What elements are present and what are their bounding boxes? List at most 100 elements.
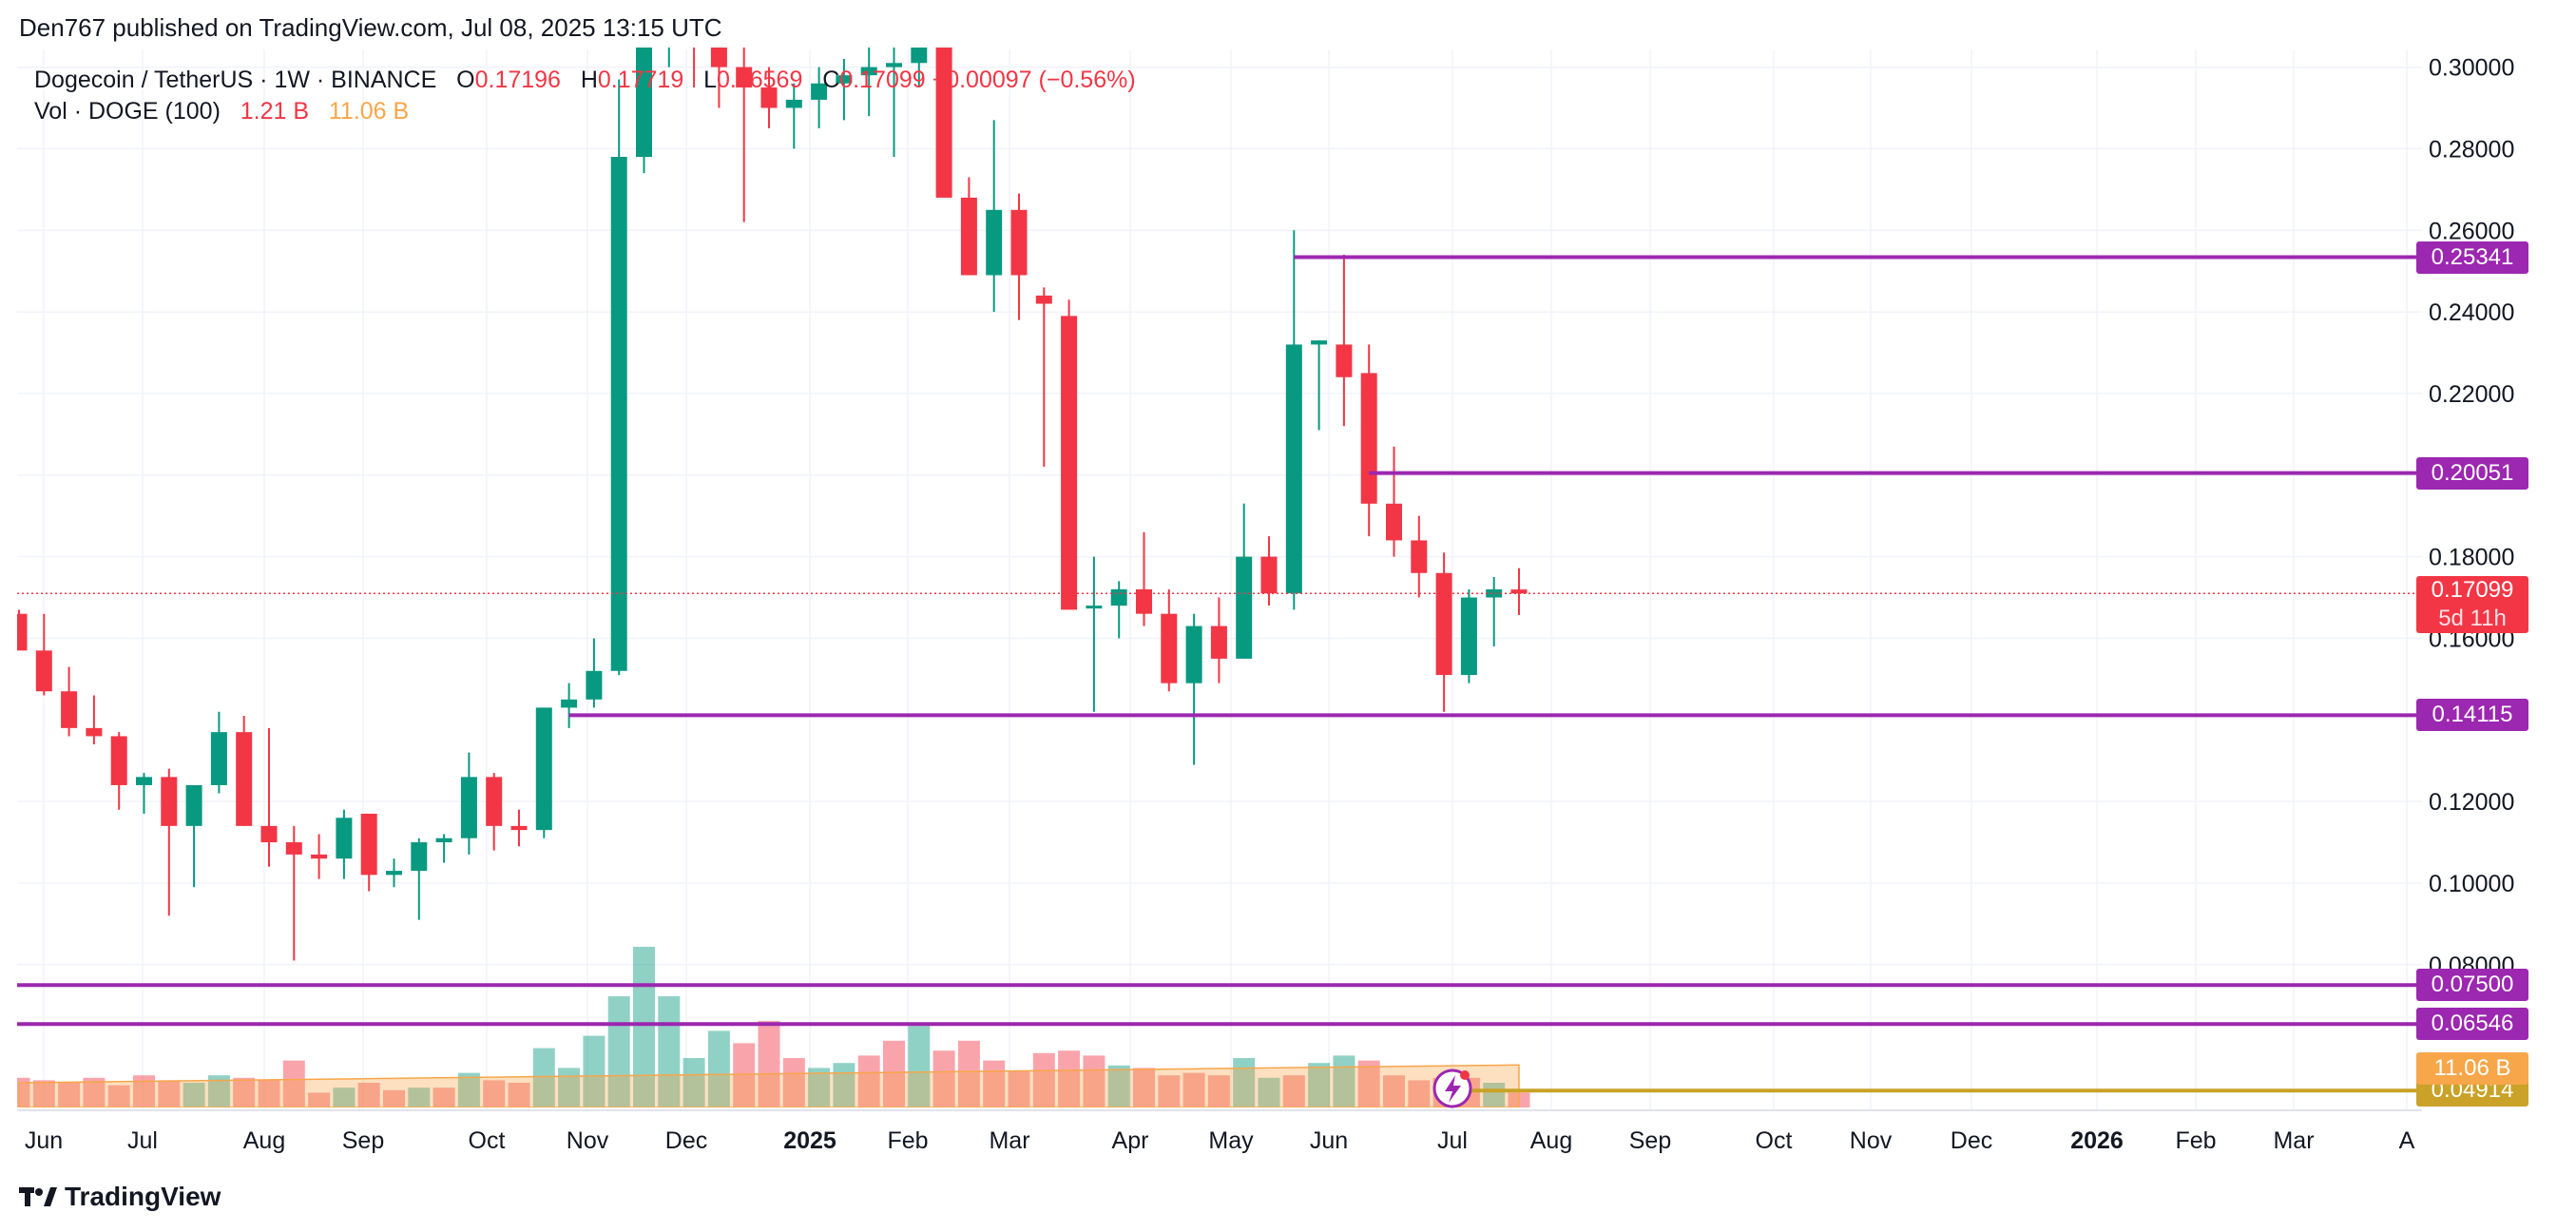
candle-body bbox=[210, 732, 227, 785]
candle-body bbox=[1411, 540, 1428, 573]
level-price-tag[interactable]: 0.20051 bbox=[2416, 456, 2528, 490]
volume-bar bbox=[583, 1035, 606, 1107]
volume-bar bbox=[308, 1092, 331, 1107]
volume-bar bbox=[1032, 1052, 1055, 1107]
volume-bar bbox=[957, 1040, 980, 1107]
time-tick-label: Sep bbox=[342, 1127, 384, 1154]
volume-bar bbox=[1282, 1075, 1305, 1107]
candle-body bbox=[636, 48, 652, 158]
time-tick-label: Dec bbox=[1951, 1127, 1992, 1154]
time-tick-label: Mar bbox=[2273, 1127, 2314, 1154]
volume-bar bbox=[1058, 1050, 1081, 1107]
volume-bar bbox=[32, 1080, 55, 1107]
price-axis[interactable]: 0.300000.280000.260000.240000.220000.200… bbox=[2429, 55, 2514, 979]
time-tick-label: May bbox=[1208, 1127, 1254, 1154]
time-tick-label: Dec bbox=[665, 1127, 707, 1154]
brand-name: TradingView bbox=[65, 1182, 221, 1211]
candle-body bbox=[510, 825, 528, 831]
volume-bar bbox=[83, 1077, 106, 1107]
time-axis[interactable]: Jun Jul Aug Sep Oct Nov Dec 2025 Feb Mar Apr May Jun… bbox=[25, 1127, 2415, 1154]
candlesticks bbox=[17, 48, 1528, 961]
time-tick-label: 2025 bbox=[783, 1127, 836, 1154]
volume-bar bbox=[1107, 1065, 1130, 1107]
level-price-tag[interactable]: 0.14115 bbox=[2416, 699, 2528, 732]
volume-bar bbox=[1158, 1075, 1181, 1107]
volume-bar bbox=[1133, 1068, 1155, 1107]
candle-body bbox=[1336, 344, 1353, 377]
volume-bar bbox=[107, 1085, 130, 1107]
candle-body bbox=[785, 99, 802, 108]
time-tick-label: Aug bbox=[243, 1127, 285, 1154]
price-tick-label: 0.22000 bbox=[2429, 381, 2514, 408]
tradingview-logo-icon bbox=[19, 1187, 57, 1206]
tradingview-brand[interactable]: TradingView bbox=[19, 1182, 221, 1212]
time-tick-label: Oct bbox=[469, 1127, 506, 1154]
volume-ma-area bbox=[18, 1064, 1520, 1107]
candle-body bbox=[935, 48, 952, 198]
volume-bars bbox=[17, 947, 1530, 1107]
volume-ma-tag[interactable]: 11.06 B bbox=[2416, 1052, 2528, 1085]
volume-label[interactable]: Vol · DOGE (100) bbox=[34, 98, 221, 125]
candle-body bbox=[1435, 572, 1452, 676]
volume-bar bbox=[333, 1088, 356, 1107]
candle-body bbox=[836, 75, 853, 84]
level-price-tag[interactable]: 0.07500 bbox=[2416, 969, 2528, 1002]
close-label: C bbox=[822, 67, 840, 93]
volume-bar bbox=[808, 1068, 831, 1107]
time-tick-label: Mar bbox=[989, 1127, 1029, 1154]
open-value: 0.17196 bbox=[474, 67, 561, 93]
candle-body bbox=[1460, 597, 1477, 676]
time-tick-label: Apr bbox=[1112, 1127, 1149, 1154]
volume-bar bbox=[1083, 1055, 1105, 1107]
candle-body bbox=[1035, 295, 1052, 304]
volume-bar bbox=[1383, 1075, 1405, 1107]
candle-body bbox=[760, 87, 778, 108]
lightning-event-icon[interactable] bbox=[1432, 1068, 1472, 1108]
volume-bar bbox=[558, 1068, 581, 1107]
candle-body bbox=[1311, 340, 1328, 345]
candle-body bbox=[285, 842, 302, 855]
volume-ma-value: 11.06 B bbox=[328, 98, 410, 125]
time-tick-label: Jul bbox=[1437, 1127, 1468, 1154]
high-value: 0.17719 bbox=[597, 67, 684, 93]
candle-body bbox=[1185, 626, 1202, 683]
candle-body bbox=[386, 871, 402, 876]
volume-bar bbox=[457, 1072, 480, 1107]
ohlc-legend: Dogecoin / TetherUS · 1W · BINANCE O0.17… bbox=[34, 67, 1136, 94]
candle-body bbox=[1086, 606, 1103, 609]
candle-body bbox=[1260, 556, 1278, 594]
candle-body bbox=[911, 48, 928, 64]
level-price-tag[interactable]: 0.25341 bbox=[2416, 241, 2528, 274]
candle-body bbox=[710, 48, 727, 67]
chart-grid bbox=[17, 49, 2422, 1110]
candle-body bbox=[311, 854, 328, 859]
volume-bar bbox=[158, 1080, 181, 1107]
volume-bar bbox=[883, 1040, 905, 1107]
candle-body bbox=[161, 777, 178, 826]
volume-bar bbox=[733, 1043, 756, 1107]
current-price-tag[interactable]: 0.17099 5d 11h bbox=[2416, 576, 2528, 634]
candle-body bbox=[1486, 588, 1503, 598]
price-tick-label: 0.28000 bbox=[2429, 136, 2514, 163]
candle-body bbox=[736, 67, 753, 88]
volume-bar bbox=[282, 1060, 305, 1107]
symbol-title[interactable]: Dogecoin / TetherUS · 1W · BINANCE bbox=[34, 67, 437, 93]
candle-body bbox=[61, 691, 78, 728]
candle-body bbox=[535, 707, 552, 831]
time-tick-label: Jul bbox=[127, 1127, 158, 1154]
volume-legend: Vol · DOGE (100) 1.21 B 11.06 B bbox=[34, 98, 409, 125]
candle-body bbox=[486, 777, 503, 826]
volume-bar bbox=[682, 1058, 705, 1107]
candle-body bbox=[185, 784, 202, 826]
price-tick-label: 0.10000 bbox=[2429, 871, 2514, 897]
volume-bar bbox=[408, 1088, 431, 1107]
level-price-tag[interactable]: 0.06546 bbox=[2416, 1008, 2528, 1041]
event-dot bbox=[1460, 1070, 1470, 1080]
candle-body bbox=[1285, 344, 1302, 594]
volume-bar bbox=[17, 1077, 30, 1107]
volume-bar bbox=[707, 1030, 730, 1107]
candle-body bbox=[236, 732, 253, 826]
price-tick-label: 0.24000 bbox=[2429, 299, 2514, 326]
volume-bar bbox=[908, 1026, 931, 1107]
